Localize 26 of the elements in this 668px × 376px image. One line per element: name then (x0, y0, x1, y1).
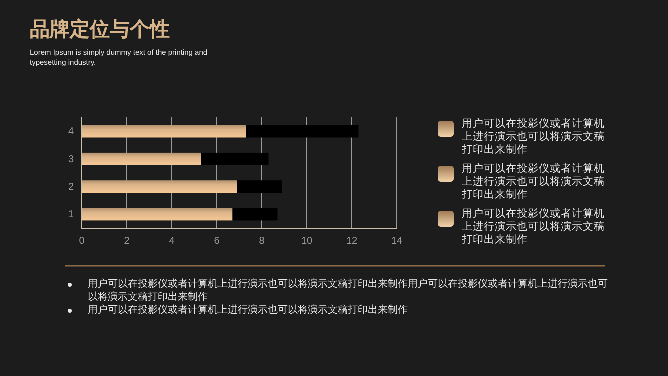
bar (82, 208, 233, 221)
x-tick-label: 14 (391, 236, 403, 248)
x-tick-label: 4 (169, 236, 176, 248)
text: 用户可以在投影仪或者计算机上进行演示也可以将演示文稿打印出来制作 (88, 304, 409, 317)
bar (232, 208, 278, 221)
x-tick-label: 12 (346, 236, 358, 248)
x-tick-label: 6 (214, 236, 220, 248)
chart-title: 品牌定位与个性 (30, 16, 170, 43)
bar (82, 125, 246, 138)
bar (201, 152, 269, 166)
y-tick-label: 1 (68, 210, 74, 221)
text: 用户可以在投影仪或者计算机上进行演示也可以将演示文稿打印出来制作 (462, 118, 606, 157)
x-tick-label: 8 (259, 236, 266, 248)
y-tick-label: 2 (68, 182, 74, 194)
x-tick-label: 2 (124, 236, 130, 248)
bar (237, 180, 282, 194)
y-tick-label: 4 (68, 126, 74, 138)
bar (82, 180, 238, 194)
bar (246, 125, 359, 138)
bar (82, 152, 202, 166)
x-tick-label: 10 (301, 236, 313, 248)
x-tick-label: 0 (79, 236, 86, 248)
text: 用户可以在投影仪或者计算机上进行演示也可以将演示文稿打印出来制作 (462, 208, 606, 247)
text: 用户可以在投影仪或者计算机上进行演示也可以将演示文稿打印出来制作 (462, 163, 606, 202)
text: 用户可以在投影仪或者计算机上进行演示也可以将演示文稿打印出来制作用户可以在投影仪或者计算机上进行演示也可以将演示文稿打印出来制作 (88, 278, 608, 304)
y-tick-label: 3 (68, 154, 74, 166)
